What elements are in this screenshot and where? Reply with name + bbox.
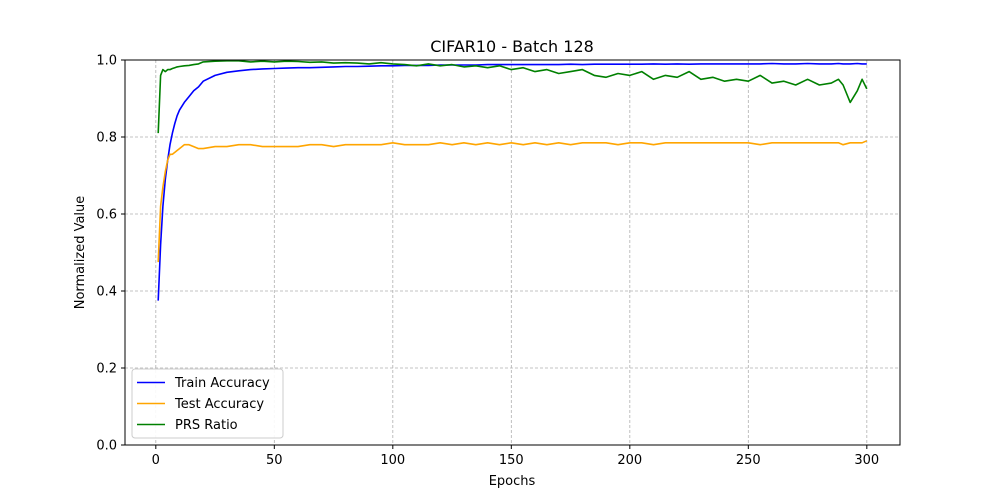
- x-tick-label: 250: [736, 453, 761, 468]
- legend-label: Train Accuracy: [174, 376, 270, 391]
- x-tick-label: 300: [854, 453, 879, 468]
- x-tick-label: 0: [152, 453, 160, 468]
- series-line-1: [157, 140, 868, 263]
- y-tick-label: 1.0: [96, 54, 117, 69]
- y-axis-ticks: 0.0 0.2 0.4 0.6 0.8 1.0: [96, 54, 125, 454]
- x-tick-label: 100: [380, 453, 405, 468]
- x-tick-label: 150: [499, 453, 524, 468]
- y-tick-label: 0.4: [96, 285, 117, 300]
- y-tick-label: 0.0: [96, 439, 117, 454]
- series-line-2: [157, 59, 868, 134]
- series-line-0: [157, 62, 867, 301]
- x-tick-label: 200: [617, 453, 642, 468]
- y-axis-label: Normalized Value: [73, 196, 88, 310]
- chart-title: CIFAR10 - Batch 128: [430, 37, 594, 56]
- legend-label: Test Accuracy: [174, 397, 264, 412]
- legend: Train Accuracy Test Accuracy PRS Ratio: [131, 368, 284, 439]
- plot-frame: [124, 59, 901, 446]
- legend-label: PRS Ratio: [175, 418, 238, 433]
- x-axis-label: Epochs: [489, 474, 536, 489]
- y-tick-label: 0.2: [96, 362, 117, 377]
- y-tick-label: 0.8: [96, 131, 117, 146]
- x-axis-ticks: 0 50 100 150 200 250 300: [152, 445, 879, 468]
- legend-box: [131, 368, 284, 439]
- plot-series: [157, 59, 868, 301]
- x-tick-label: 50: [266, 453, 283, 468]
- y-tick-label: 0.6: [96, 208, 117, 223]
